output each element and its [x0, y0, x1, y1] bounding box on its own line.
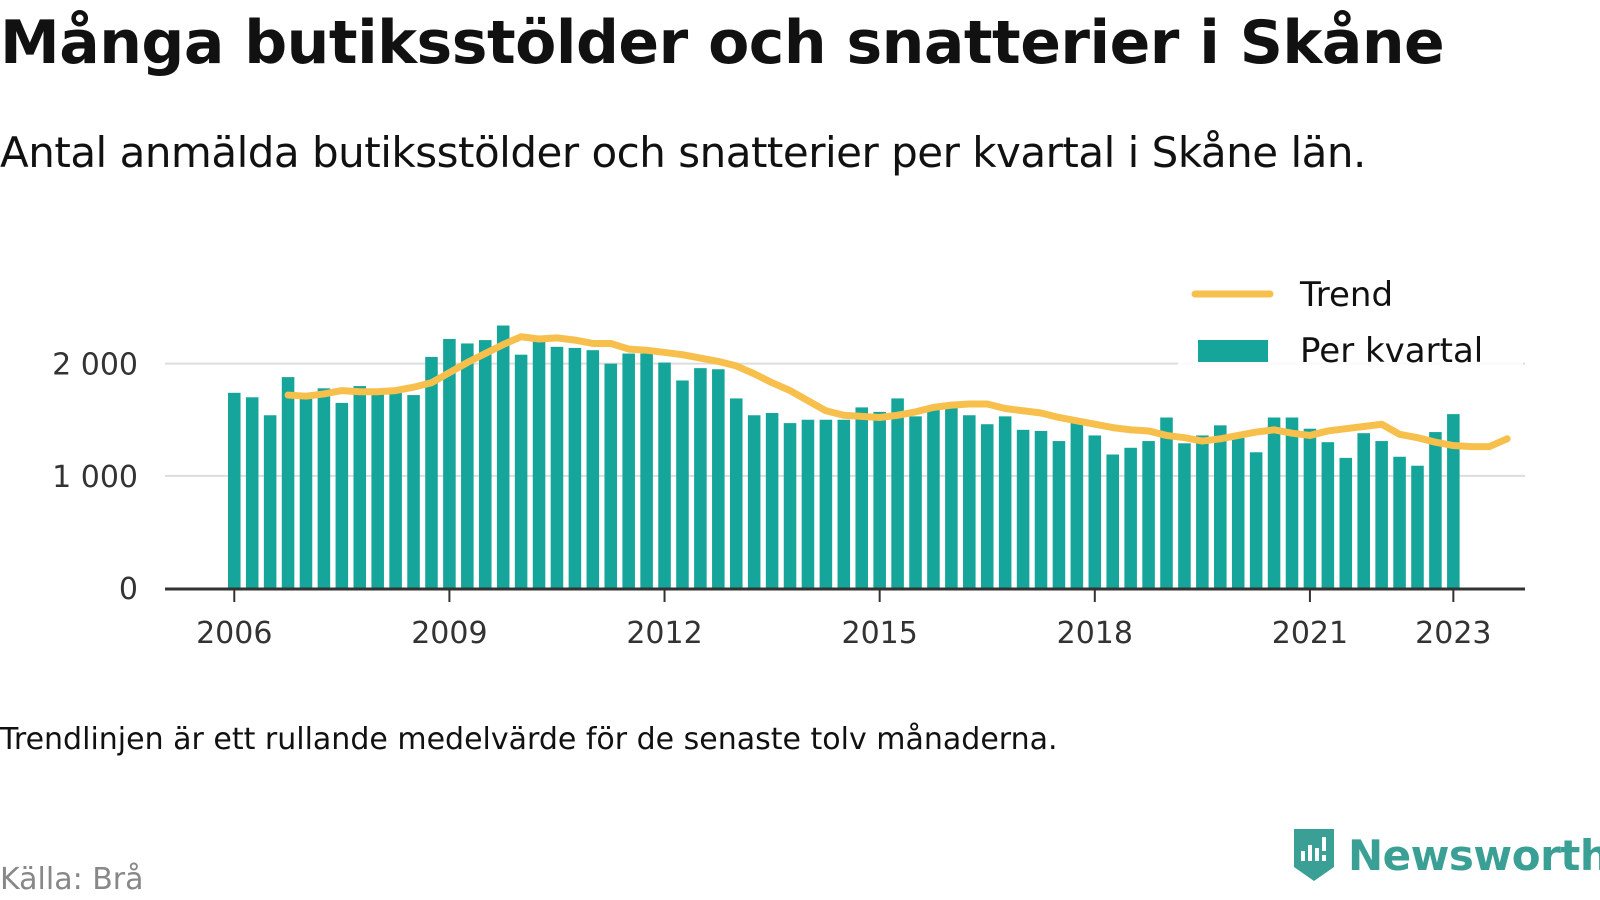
bar [568, 347, 582, 588]
x-tick-label: 2021 [1272, 616, 1348, 651]
bar [1321, 442, 1335, 588]
bar [891, 398, 904, 588]
legend-bar-swatch [1198, 340, 1268, 362]
bar [389, 392, 402, 588]
bar [1285, 417, 1299, 588]
bar [1034, 430, 1048, 588]
bar [712, 369, 725, 588]
bar [407, 395, 420, 588]
y-tick-label: 0 [119, 572, 138, 607]
axes: 2006 2009 2012 2015 2018 2021 2023 [165, 587, 1525, 651]
bar [496, 325, 510, 588]
bar [1303, 428, 1317, 588]
chart-subtitle: Antal anmälda butiksstölder och snatteri… [0, 128, 1366, 177]
brand-logo[interactable]: Newsworthy [1290, 827, 1600, 883]
bar [658, 362, 671, 588]
bar [317, 388, 331, 588]
x-tick-label: 2009 [411, 616, 487, 651]
bar [1231, 437, 1245, 588]
bar [694, 368, 707, 588]
legend: Trend Per kvartal [1178, 270, 1523, 375]
bar [676, 380, 689, 588]
bar [1196, 435, 1209, 588]
bar [1016, 429, 1030, 588]
bar [1070, 419, 1084, 588]
bar [586, 350, 600, 588]
bar [747, 415, 761, 588]
bar [1106, 454, 1119, 588]
bar [425, 356, 438, 588]
bar [1357, 433, 1370, 588]
bar [801, 419, 815, 588]
bar [532, 341, 546, 588]
bar [1429, 432, 1442, 588]
bar [1088, 435, 1102, 588]
bar [1160, 417, 1173, 588]
bar [353, 386, 367, 588]
bar [927, 406, 940, 588]
bar [909, 416, 922, 588]
bar [873, 411, 886, 588]
bar [245, 397, 259, 588]
bar [335, 402, 349, 588]
bar [963, 415, 976, 588]
y-tick-label: 2 000 [52, 348, 138, 383]
bar [855, 407, 869, 588]
bar [550, 346, 564, 588]
legend-bar-label: Per kvartal [1300, 331, 1483, 371]
bar [980, 424, 994, 588]
bar [640, 353, 653, 588]
bar [478, 340, 492, 588]
bar [371, 392, 384, 588]
bar [281, 377, 295, 588]
chart-note: Trendlinjen är ett rullande medelvärde f… [0, 722, 1058, 757]
x-tick-label: 2006 [196, 616, 272, 651]
bar [461, 343, 474, 588]
newsworthy-logo-icon [1294, 829, 1334, 881]
source-label: Källa: Brå [0, 862, 144, 897]
bar [729, 398, 743, 588]
bar [837, 419, 851, 588]
bar [228, 392, 241, 588]
bar [1393, 456, 1406, 588]
bar [1052, 441, 1066, 588]
bar-chart: 0 1 000 2 000 2006 2009 2012 2015 2018 2021 2023… [52, 270, 1525, 651]
bar [263, 415, 277, 588]
trend-series [284, 333, 1511, 451]
bar [1447, 414, 1460, 588]
brand-name: Newsworthy [1348, 830, 1600, 880]
bar [1249, 452, 1263, 588]
bar [299, 397, 313, 588]
bar [1411, 465, 1424, 588]
bar [783, 423, 797, 588]
x-tick-label: 2018 [1057, 616, 1133, 651]
bar [765, 413, 779, 588]
chart-title: Många butiksstölder och snatterier i Skå… [0, 8, 1445, 78]
bar [945, 406, 958, 588]
bar [622, 353, 635, 588]
bar [819, 419, 833, 588]
bar [1375, 441, 1388, 588]
x-tick-label: 2015 [841, 616, 917, 651]
x-tick-label: 2012 [626, 616, 702, 651]
bar [604, 363, 618, 588]
bar [1124, 447, 1137, 588]
bar [1214, 425, 1227, 588]
bar [1267, 417, 1281, 588]
bar [1178, 443, 1191, 588]
legend-trend-label: Trend [1299, 275, 1393, 315]
bar [443, 338, 456, 588]
x-tick-label: 2023 [1415, 616, 1491, 651]
trend-line [284, 333, 1511, 451]
bar-series [228, 325, 1460, 588]
bar [998, 416, 1012, 588]
bar [1142, 441, 1155, 588]
bar [1339, 457, 1353, 588]
bar [514, 354, 528, 588]
y-tick-label: 1 000 [52, 460, 138, 495]
